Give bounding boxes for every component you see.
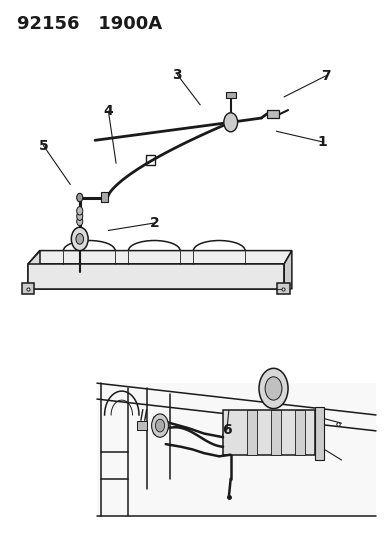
Polygon shape [28, 251, 40, 289]
Circle shape [156, 419, 165, 432]
Polygon shape [28, 264, 284, 289]
Bar [267, 110, 279, 118]
Bar [223, 410, 315, 455]
Text: 1: 1 [318, 135, 327, 149]
Polygon shape [276, 284, 290, 294]
Text: 92156   1900A: 92156 1900A [17, 14, 162, 33]
Text: 2: 2 [149, 216, 159, 230]
Bar [101, 192, 108, 202]
Bar [315, 407, 325, 460]
Text: 6: 6 [222, 423, 232, 437]
Circle shape [77, 212, 83, 220]
Polygon shape [22, 284, 34, 294]
Polygon shape [284, 251, 292, 289]
Circle shape [224, 113, 238, 132]
Bar [226, 92, 236, 98]
Bar [247, 410, 257, 455]
Bar [137, 421, 147, 430]
Circle shape [265, 377, 282, 400]
Bar [146, 155, 155, 165]
Text: 7: 7 [321, 69, 331, 83]
Circle shape [152, 414, 168, 437]
Text: 3: 3 [172, 68, 182, 82]
Circle shape [77, 193, 83, 202]
Circle shape [77, 217, 83, 225]
Text: 5: 5 [38, 139, 48, 152]
Bar [271, 410, 281, 455]
Circle shape [76, 233, 84, 244]
Circle shape [77, 207, 83, 215]
Polygon shape [28, 251, 292, 264]
Polygon shape [97, 383, 376, 516]
Circle shape [259, 368, 288, 409]
Bar [296, 410, 305, 455]
Circle shape [71, 227, 88, 251]
Text: 4: 4 [104, 104, 113, 118]
